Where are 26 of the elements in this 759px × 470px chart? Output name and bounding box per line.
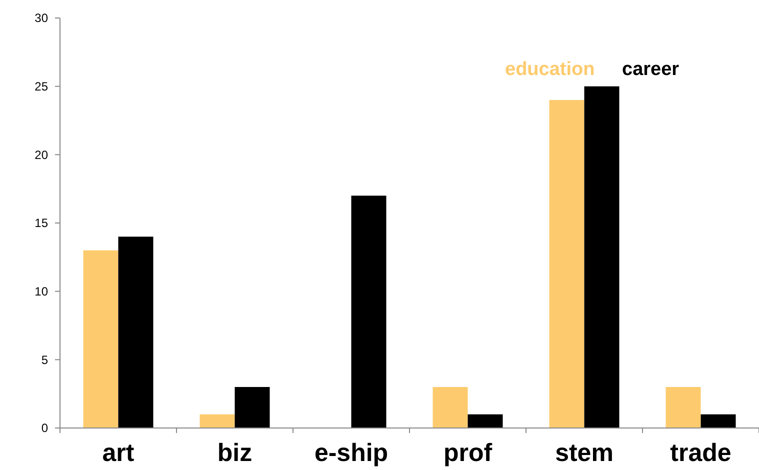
x-tick-label: trade: [670, 439, 732, 467]
x-tick-label: stem: [555, 439, 614, 467]
x-tick-label: e-ship: [314, 439, 388, 467]
bar: [432, 387, 468, 428]
bar: [200, 414, 235, 428]
bar: [468, 414, 503, 428]
series-label: education: [505, 59, 595, 80]
x-tick-label: art: [102, 439, 135, 467]
bar: [584, 86, 620, 428]
x-tick-label: biz: [217, 439, 252, 467]
bar: [234, 387, 270, 428]
y-tick-label: 10: [34, 284, 48, 299]
y-tick-label: 25: [34, 80, 48, 94]
y-tick-label: 20: [34, 148, 48, 162]
bar: [549, 100, 584, 428]
x-tick-label: prof: [443, 439, 493, 467]
bar: [118, 236, 154, 428]
bar: [351, 196, 386, 428]
y-tick-label: 30: [34, 11, 48, 26]
bar: [83, 250, 118, 428]
y-tick-label: 15: [34, 216, 48, 230]
bar: [700, 414, 736, 428]
series-label: career: [622, 59, 680, 80]
y-tick-label: 5: [41, 352, 48, 367]
bar: [666, 387, 701, 428]
y-tick-label: 0: [41, 421, 48, 436]
